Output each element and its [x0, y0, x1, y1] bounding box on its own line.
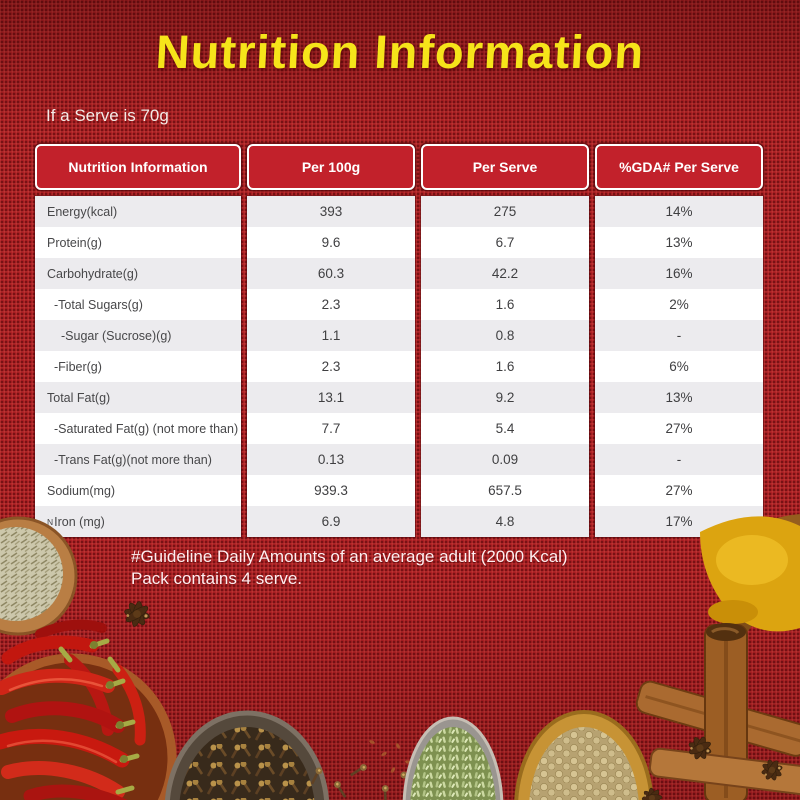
per-serve-value-cell: 0.09 [421, 444, 589, 475]
per-serve-value-cell: 1.6 [421, 351, 589, 382]
fennel-spoon-image [402, 716, 504, 800]
per-serve-value-cell: 4.8 [421, 506, 589, 537]
red-chilies-image [0, 619, 177, 800]
gda-per-serve-value-cell: 27% [595, 413, 763, 444]
per-100g-value-cell: 2.3 [247, 351, 415, 382]
nutrient-label-cell: Total Fat(g) [35, 382, 241, 413]
per-100g-value-cell: 939.3 [247, 475, 415, 506]
cumin-bowl-image [0, 516, 78, 636]
per-100g-value-cell: 2.3 [247, 289, 415, 320]
per-serve-value-cell: 1.6 [421, 289, 589, 320]
per-100g-value-cell: 0.13 [247, 444, 415, 475]
nutrition-info-column: Nutrition Information Energy(kcal) Protei… [35, 144, 241, 537]
label-column-body: Energy(kcal) Protein(g) Carbohydrate(g) -To… [35, 196, 241, 537]
nutrient-label-cell: Sodium(mg) [35, 475, 241, 506]
nutrient-label-cell: -Trans Fat(g)(not more than) [35, 444, 241, 475]
column-header-gda-per-serve: %GDA# Per Serve [595, 144, 763, 190]
gda-column: %GDA# Per Serve 14% 13% 16% 2% -6% 13% 27% -27%… [595, 144, 763, 537]
per-100g-value-cell: 6.9 [247, 506, 415, 537]
per-100g-value-cell: 13.1 [247, 382, 415, 413]
per-100g-value-cell: 7.7 [247, 413, 415, 444]
per-100g-value-cell: 1.1 [247, 320, 415, 351]
gda-per-serve-value-cell: - [595, 320, 763, 351]
spices-photo-strip [0, 514, 800, 800]
nutrient-label-cell: Protein(g) [35, 227, 241, 258]
gda-per-serve-value-cell: 6% [595, 351, 763, 382]
footnote-line-1: #Guideline Daily Amounts of an average a… [131, 547, 568, 566]
per-serve-value-cell: 6.7 [421, 227, 589, 258]
nutrient-label-cell: Energy(kcal) [35, 196, 241, 227]
gda-per-serve-value-cell: - [595, 444, 763, 475]
cloves-bowl-image [164, 710, 330, 800]
per-serve-column-body: 275 6.7 42.2 1.6 0.8 1.6 9.2 5.4 0.09 657.5 4.8 [421, 196, 589, 537]
page-title: Nutrition Information [154, 25, 646, 78]
per-serve-value-cell: 5.4 [421, 413, 589, 444]
nutrition-table: Nutrition Information Energy(kcal) Protei… [35, 144, 765, 537]
per-serve-value-cell: 42.2 [421, 258, 589, 289]
per-100g-value-cell: 9.6 [247, 227, 415, 258]
per-100g-value-cell: 393 [247, 196, 415, 227]
gda-per-serve-value-cell: 14% [595, 196, 763, 227]
per-serve-value-cell: 0.8 [421, 320, 589, 351]
nutrient-label-cell: -Sugar (Sucrose)(g) [35, 320, 241, 351]
gda-per-serve-value-cell: 2% [595, 289, 763, 320]
column-header-nutrition-information: Nutrition Information [35, 144, 241, 190]
serve-size-note: If a Serve is 70g [46, 106, 169, 125]
footnote-line-2: Pack contains 4 serve. [131, 569, 303, 589]
gda-column-body: 14% 13% 16% 2% -6% 13% 27% -27% 17% [595, 196, 763, 537]
per-100g-column-body: 393 9.6 60.3 2.3 1.1 2.3 13.1 7.7 0.13 939.3 6.9 [247, 196, 415, 537]
nutrient-label-cell: Carbohydrate(g) [35, 258, 241, 289]
nutrient-label-cell: -Saturated Fat(g) (not more than) [35, 413, 241, 444]
per-100g-column: Per 100g 393 9.6 60.3 2.3 1.1 2.3 13.1 7.7 0.13 9… [247, 144, 415, 537]
nutrient-label-cell: N Iron (mg) [35, 506, 241, 537]
per-serve-column: Per Serve 275 6.7 42.2 1.6 0.8 1.6 9.2 5.4 0.09 6… [421, 144, 589, 537]
per-100g-value-cell: 60.3 [247, 258, 415, 289]
per-serve-value-cell: 9.2 [421, 382, 589, 413]
per-serve-value-cell: 657.5 [421, 475, 589, 506]
column-header-per-serve: Per Serve [421, 144, 589, 190]
gda-per-serve-value-cell: 27% [595, 475, 763, 506]
gda-per-serve-value-cell: 13% [595, 382, 763, 413]
footnote: #Guideline Daily Amounts of an average a… [131, 546, 568, 591]
cinnamon-sticks-image [635, 623, 800, 800]
gda-per-serve-value-cell: 13% [595, 227, 763, 258]
gda-per-serve-value-cell: 16% [595, 258, 763, 289]
per-serve-value-cell: 275 [421, 196, 589, 227]
coriander-bowl-image [514, 710, 654, 800]
nutrient-label-cell: -Fiber(g) [35, 351, 241, 382]
nutrient-label-cell: -Total Sugars(g) [35, 289, 241, 320]
star-anise-icon [121, 598, 153, 630]
column-header-per-100g: Per 100g [247, 144, 415, 190]
